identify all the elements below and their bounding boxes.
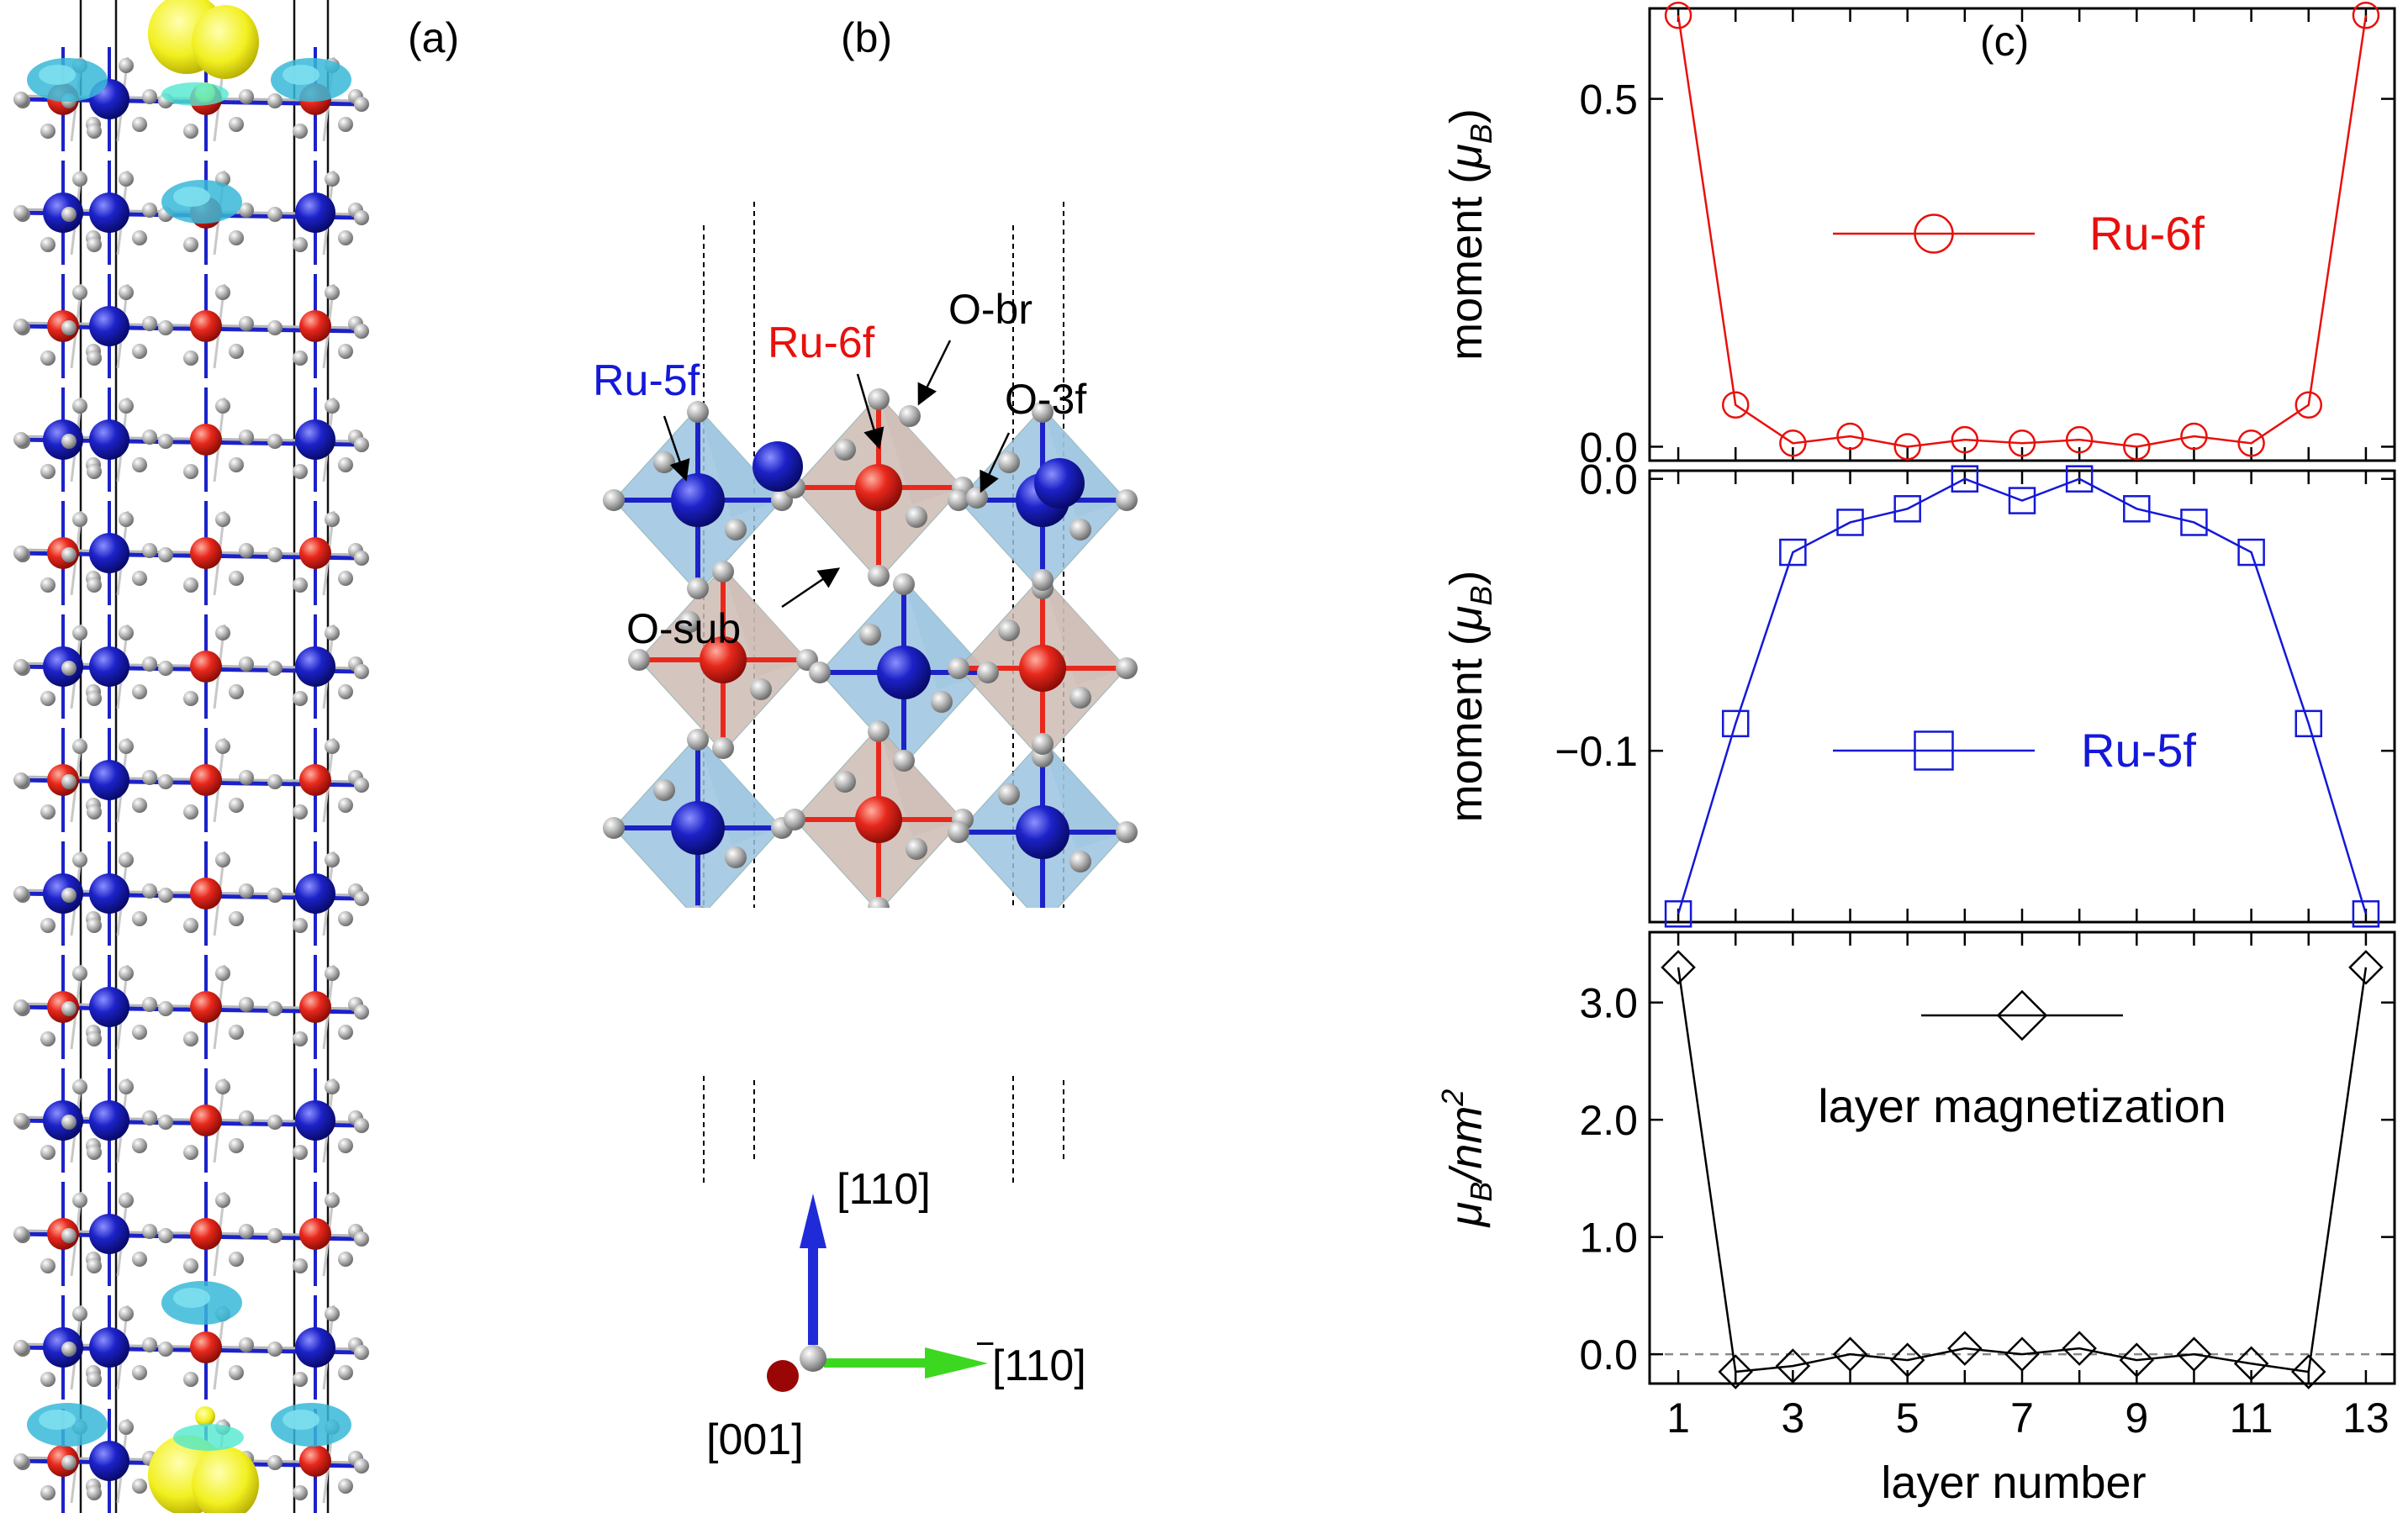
panel-c-label: (c) <box>1980 18 2029 65</box>
legend-label: Ru-5f <box>2081 724 2196 777</box>
cell-boundary-lines <box>79 0 330 1513</box>
chart-ru5f-moment: −0.1 0.0 moment (μB) Ru-5f <box>1441 456 2396 928</box>
axis-label-110-up: [110] <box>837 1165 931 1214</box>
data-point <box>2237 430 2265 457</box>
data-point <box>2352 900 2380 928</box>
data-point <box>1836 422 1864 451</box>
data-point <box>1661 950 1696 985</box>
data-point <box>1779 430 1807 457</box>
axis-label-bar: − <box>975 1326 995 1363</box>
data-point <box>2008 430 2036 457</box>
panel-c-magnetic-moments: (c) 0.0 0.5 moment (μB) Ru-6f −0.1 0.0 moment… <box>1435 2 2396 1508</box>
axis-label-001: [001] <box>706 1415 804 1464</box>
data-point <box>2233 1346 2269 1382</box>
data-point <box>1721 391 1750 419</box>
data-point <box>1947 1331 1983 1366</box>
data-point <box>2352 2 2380 29</box>
y-tick-label: −0.1 <box>1555 728 1638 775</box>
data-point <box>2004 1336 2040 1372</box>
legend-label: layer magnetization <box>1818 1079 2226 1132</box>
data-point <box>2176 1336 2212 1372</box>
data-point <box>1889 1342 1925 1378</box>
plot-frame <box>1648 469 2396 924</box>
chart-ru6f-moment: 0.0 0.5 moment (μB) Ru-6f <box>1441 2 2396 471</box>
label-ru-5f: Ru-5f <box>593 356 700 405</box>
label-o-sub: O-sub <box>626 605 741 652</box>
y-axis-label: μB/nm2 <box>1435 1089 1498 1229</box>
x-tick-label: 9 <box>2125 1394 2148 1442</box>
spin-density-isosurfaces <box>27 0 351 1513</box>
y-tick-label: 0.0 <box>1579 424 1638 471</box>
data-point <box>2065 425 2094 454</box>
label-o-br: O-br <box>948 286 1032 333</box>
y-axis-label: moment (μB) <box>1441 571 1498 823</box>
x-tick-label: 5 <box>1896 1394 1920 1442</box>
y-axis-label: moment (μB) <box>1441 108 1498 361</box>
data-point <box>1718 1354 1753 1389</box>
data-point <box>1664 2 1692 29</box>
data-point <box>1951 425 1979 454</box>
data-point <box>2237 538 2265 567</box>
y-tick-label: 0.0 <box>1579 1331 1638 1379</box>
x-tick-label: 1 <box>1666 1394 1690 1442</box>
legend-marker <box>1914 730 1954 771</box>
panel-b-label: (b) <box>841 14 892 61</box>
label-ru-6f: Ru-6f <box>768 319 875 367</box>
crystal-axes: [110] [110] − [001] <box>706 1165 1086 1464</box>
data-point <box>2123 495 2151 523</box>
y-tick-label: 0.5 <box>1579 76 1638 124</box>
data-point <box>2119 1342 2155 1378</box>
data-point <box>2065 465 2094 493</box>
series-line <box>1677 967 2368 1373</box>
y-tick-label: 1.0 <box>1579 1215 1638 1262</box>
panel-a-label: (a) <box>408 14 459 61</box>
series-line <box>1677 15 2368 448</box>
data-point <box>2062 1331 2097 1366</box>
data-point <box>2294 709 2323 738</box>
x-tick-label: 3 <box>1781 1394 1804 1442</box>
data-point <box>2180 422 2208 451</box>
label-o-3f: O-3f <box>1005 376 1086 423</box>
series-line <box>1677 477 2368 915</box>
data-point <box>1893 495 1921 523</box>
x-tick-label: 13 <box>2342 1394 2390 1442</box>
plot-frame <box>1648 930 2396 1385</box>
panel-b-surface-structure: (b) Ru-5f Ru-6f O-br O-3f O-sub <box>589 14 1177 1464</box>
data-point <box>1951 465 1979 493</box>
data-point <box>1832 1336 1868 1372</box>
legend-marker <box>1996 989 2048 1041</box>
data-point <box>2008 487 2036 514</box>
data-point <box>2180 509 2208 536</box>
x-tick-label: 7 <box>2010 1394 2034 1442</box>
y-tick-label: 3.0 <box>1579 980 1638 1027</box>
data-point <box>1775 1348 1811 1384</box>
site-annotations: Ru-5f Ru-6f O-br O-3f O-sub <box>593 286 1086 652</box>
data-point <box>1836 509 1864 536</box>
x-tick-label: 11 <box>2230 1394 2273 1442</box>
data-point <box>2294 391 2323 419</box>
data-point <box>1721 709 1750 738</box>
chart-layer-magnetization: 1 3 5 7 9 11 130.01.02.03.0μB/nm2 layer magneti… <box>1435 930 2396 1442</box>
data-point <box>2348 950 2384 985</box>
legend-marker <box>1914 214 1954 254</box>
data-point <box>2123 433 2151 461</box>
x-axis-label: layer number <box>1881 1458 2146 1508</box>
data-point <box>2291 1354 2326 1389</box>
legend-label: Ru-6f <box>2089 207 2205 260</box>
data-point <box>1779 538 1807 567</box>
data-point <box>1893 433 1921 461</box>
data-point <box>1664 900 1692 928</box>
y-tick-label: 2.0 <box>1579 1097 1638 1144</box>
panel-a-slab-structure: (a) <box>13 0 459 1513</box>
y-tick-label: 0.0 <box>1579 456 1638 503</box>
axis-label-110-right: [110] <box>992 1342 1086 1390</box>
atoms <box>589 388 1177 1076</box>
